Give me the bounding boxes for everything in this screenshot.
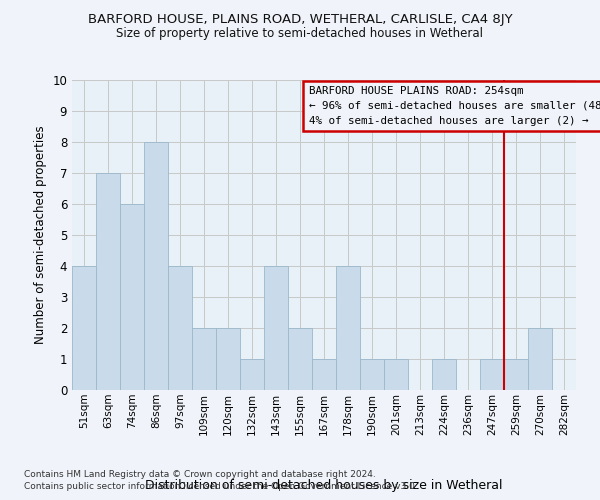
Bar: [240, 359, 264, 390]
Bar: [168, 266, 192, 390]
Bar: [384, 359, 408, 390]
Bar: [312, 359, 336, 390]
Text: BARFORD HOUSE, PLAINS ROAD, WETHERAL, CARLISLE, CA4 8JY: BARFORD HOUSE, PLAINS ROAD, WETHERAL, CA…: [88, 12, 512, 26]
Bar: [480, 359, 504, 390]
Text: Contains public sector information licensed under the Open Government Licence v3: Contains public sector information licen…: [24, 482, 418, 491]
Bar: [96, 173, 120, 390]
Text: Contains HM Land Registry data © Crown copyright and database right 2024.: Contains HM Land Registry data © Crown c…: [24, 470, 376, 479]
Bar: [528, 328, 552, 390]
Text: BARFORD HOUSE PLAINS ROAD: 254sqm
← 96% of semi-detached houses are smaller (48): BARFORD HOUSE PLAINS ROAD: 254sqm ← 96% …: [309, 86, 600, 126]
Bar: [72, 266, 96, 390]
Bar: [192, 328, 216, 390]
Bar: [264, 266, 288, 390]
Bar: [360, 359, 384, 390]
Bar: [216, 328, 240, 390]
Bar: [120, 204, 144, 390]
Bar: [288, 328, 312, 390]
Text: Size of property relative to semi-detached houses in Wetheral: Size of property relative to semi-detach…: [116, 28, 484, 40]
Bar: [144, 142, 168, 390]
X-axis label: Distribution of semi-detached houses by size in Wetheral: Distribution of semi-detached houses by …: [145, 480, 503, 492]
Y-axis label: Number of semi-detached properties: Number of semi-detached properties: [34, 126, 47, 344]
Bar: [432, 359, 456, 390]
Bar: [336, 266, 360, 390]
Bar: [504, 359, 528, 390]
